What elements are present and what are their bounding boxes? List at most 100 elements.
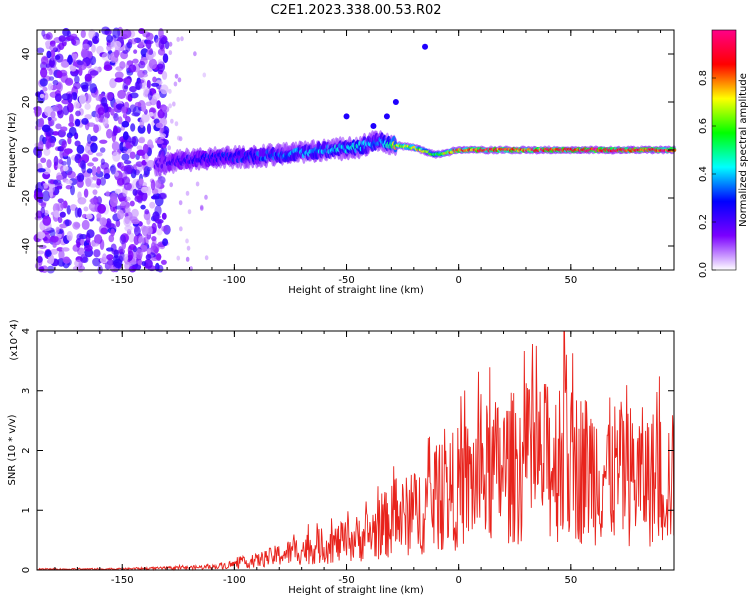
- noise-blob: [131, 218, 140, 225]
- figure-title: C2E1.2023.338.00.53.R02: [270, 3, 441, 18]
- noise-blob: [112, 151, 121, 162]
- noise-blob: [150, 179, 156, 191]
- noise-blob: [49, 187, 54, 198]
- noise-blob: [99, 239, 105, 251]
- y-tick-label: 2: [21, 447, 32, 453]
- noise-blob: [146, 160, 156, 169]
- noise-blob: [119, 234, 127, 245]
- noise-blob: [74, 75, 80, 84]
- noise-blob: [150, 195, 159, 200]
- noise-blob: [87, 162, 94, 167]
- noise-blob: [59, 211, 66, 218]
- noise-blob: [144, 209, 150, 215]
- noise-blob: [124, 225, 133, 232]
- noise-blob: [154, 218, 164, 224]
- noise-blob: [150, 242, 156, 251]
- noise-blob: [127, 250, 134, 260]
- noise-blob: [168, 50, 173, 56]
- y-tick-label: 4: [21, 328, 32, 334]
- noise-blob: [160, 84, 169, 95]
- noise-blob: [50, 117, 57, 122]
- noise-blob: [37, 168, 46, 173]
- noise-blob: [92, 257, 101, 267]
- noise-blob: [121, 153, 130, 161]
- noise-blob: [123, 164, 133, 175]
- noise-blob: [138, 136, 146, 144]
- noise-blob: [102, 117, 109, 127]
- noise-blob: [143, 86, 150, 95]
- noise-blob: [58, 249, 65, 261]
- noise-blob: [69, 113, 74, 125]
- noise-blob: [40, 157, 47, 164]
- noise-blob: [137, 124, 146, 134]
- noise-blob: [81, 84, 89, 93]
- noise-blob: [119, 61, 126, 69]
- noise-blob: [91, 242, 99, 247]
- noise-blob: [90, 135, 98, 142]
- noise-blob: [95, 152, 103, 157]
- x-tick-label: -150: [111, 275, 134, 286]
- noise-blob: [50, 248, 58, 255]
- noise-blob: [160, 259, 167, 265]
- noise-blob: [155, 180, 162, 189]
- noise-blob: [144, 258, 153, 269]
- noise-blob: [80, 29, 86, 39]
- noise-blob: [114, 188, 122, 194]
- noise-blob: [91, 157, 99, 162]
- noise-blob: [162, 238, 169, 247]
- noise-blob: [84, 103, 91, 110]
- noise-blob: [77, 247, 85, 256]
- noise-blob: [161, 212, 167, 220]
- colorbar-label: Normalized spectral amplitude: [738, 73, 749, 227]
- noise-blob: [60, 144, 66, 152]
- noise-blob: [125, 196, 131, 201]
- noise-blob: [174, 121, 179, 127]
- noise-blob: [84, 93, 92, 104]
- noise-blob: [138, 41, 144, 48]
- noise-blob: [155, 139, 164, 144]
- noise-blob: [97, 203, 107, 214]
- noise-blob: [42, 190, 51, 202]
- noise-blob: [151, 222, 157, 234]
- colorbar-tick-label: 0.4: [698, 166, 709, 182]
- noise-blob: [128, 232, 135, 243]
- y-tick-label: -20: [21, 190, 32, 206]
- x-tick-label: -100: [223, 575, 246, 586]
- snr-x-label: Height of straight line (km): [288, 585, 424, 596]
- noise-blob: [138, 60, 146, 69]
- noise-blob: [72, 53, 78, 60]
- noise-blob: [75, 110, 81, 117]
- noise-blob: [105, 247, 114, 252]
- noise-blob: [54, 54, 61, 60]
- noise-blob: [113, 40, 122, 49]
- noise-blob: [84, 73, 92, 82]
- noise-blob: [56, 247, 64, 252]
- noise-blob: [152, 76, 157, 83]
- noise-blob: [147, 47, 153, 55]
- noise-blob: [93, 249, 101, 258]
- noise-blob: [146, 248, 152, 254]
- noise-blob: [113, 49, 120, 58]
- noise-blob: [46, 50, 52, 59]
- noise-blob: [42, 86, 48, 92]
- noise-blob: [162, 53, 169, 64]
- noise-blob: [96, 178, 102, 186]
- noise-blob: [54, 93, 62, 102]
- noise-blob: [72, 221, 81, 230]
- noise-blob: [99, 147, 106, 153]
- colorbar-tick-label: 0.8: [698, 70, 709, 86]
- noise-blob: [38, 140, 44, 150]
- noise-blob: [160, 36, 167, 45]
- noise-blob: [62, 256, 71, 264]
- y-tick-label: 20: [21, 96, 32, 109]
- noise-blob: [122, 28, 132, 39]
- noise-blob: [145, 254, 152, 261]
- noise-blob: [113, 258, 123, 269]
- noise-blob: [169, 182, 174, 188]
- noise-blob: [83, 244, 93, 252]
- noise-blob: [39, 93, 45, 99]
- noise-blob: [36, 231, 46, 240]
- noise-blob: [105, 91, 114, 101]
- snr-x-ticks: -150 -100 -50 0 50: [54, 331, 662, 586]
- noise-blob: [118, 246, 123, 255]
